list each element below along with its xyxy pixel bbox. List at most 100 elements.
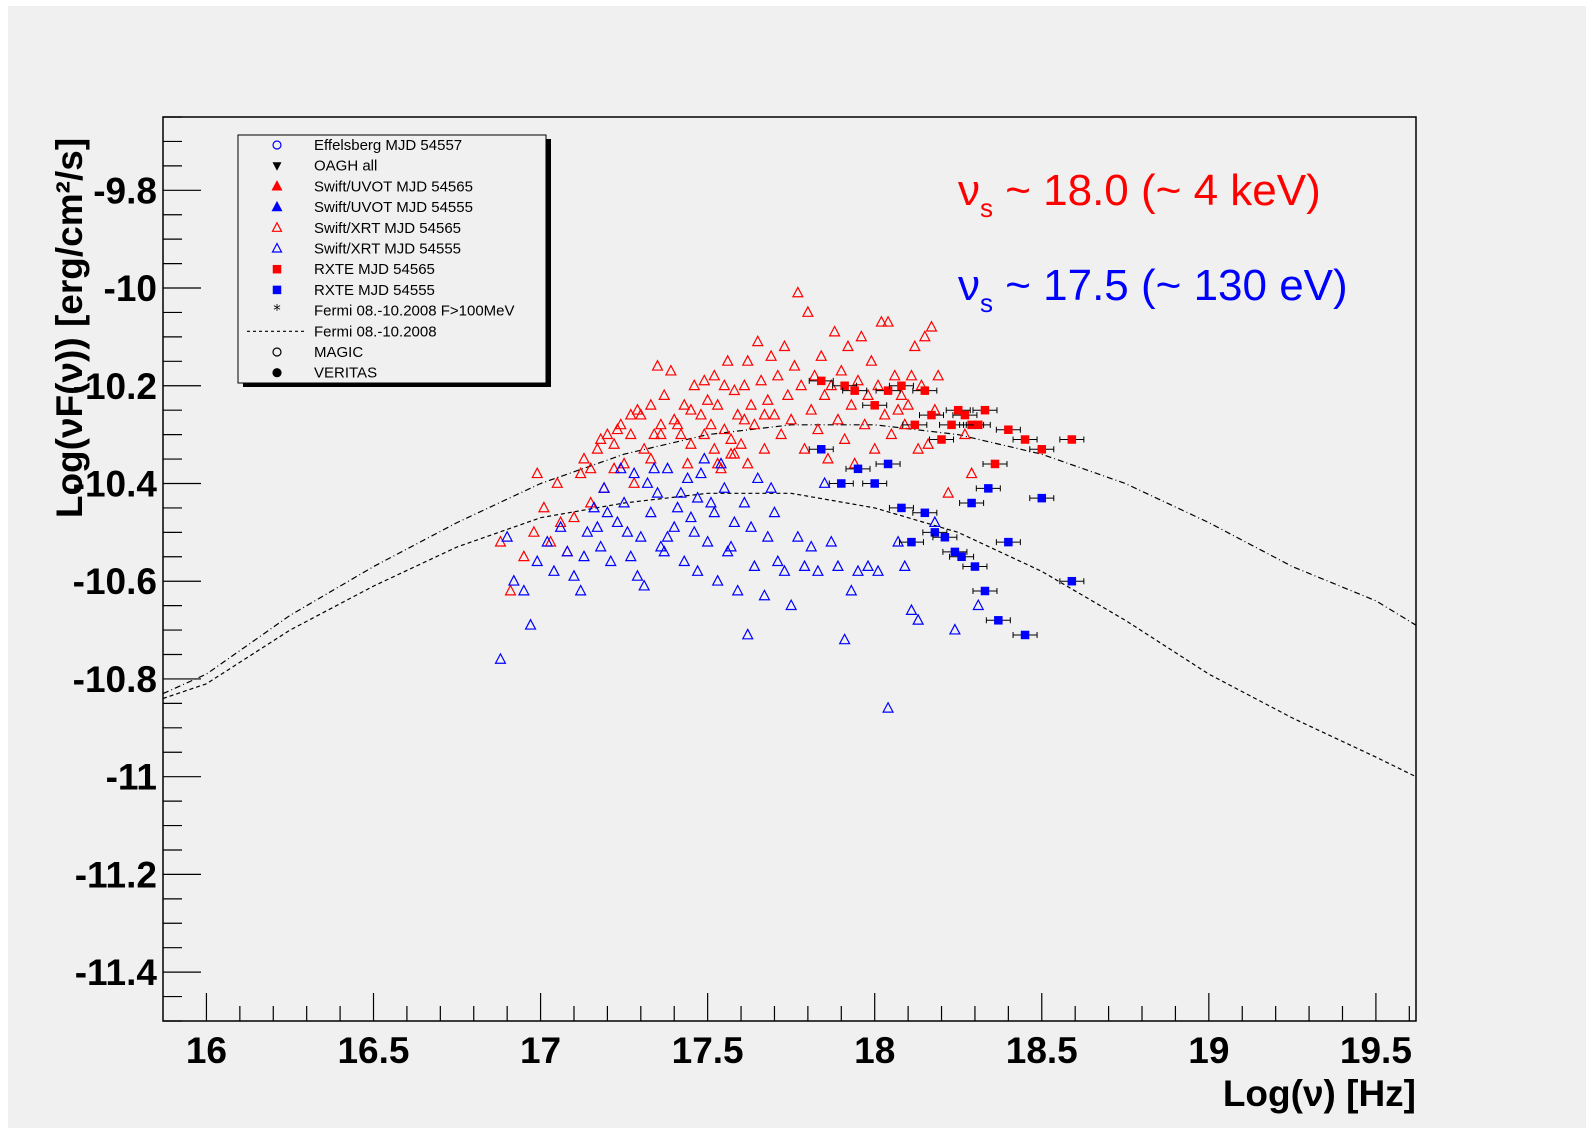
data-point-triangle bbox=[882, 315, 895, 327]
data-point-triangle bbox=[661, 462, 674, 474]
data-point-triangle bbox=[658, 388, 671, 400]
data-point-triangle bbox=[738, 413, 751, 425]
y-tick-label: -10.8 bbox=[73, 659, 157, 700]
y-tick-label: -9.8 bbox=[93, 170, 157, 211]
data-point-triangle bbox=[745, 520, 758, 532]
data-point-square bbox=[897, 381, 906, 391]
legend-marker bbox=[272, 368, 282, 378]
data-point-triangle bbox=[628, 476, 641, 488]
data-point-triangle bbox=[524, 618, 537, 630]
data-point-triangle bbox=[852, 374, 864, 386]
data-point-triangle bbox=[875, 315, 888, 327]
data-point-triangle bbox=[568, 569, 580, 581]
data-point-triangle bbox=[855, 330, 868, 342]
data-point-square bbox=[1067, 576, 1077, 586]
legend-marker bbox=[271, 242, 283, 253]
data-point-triangle bbox=[701, 535, 714, 547]
data-point-triangle bbox=[584, 496, 597, 508]
data-point-triangle bbox=[888, 369, 901, 381]
data-point-triangle bbox=[898, 418, 911, 430]
data-point-triangle bbox=[838, 432, 851, 444]
data-point-triangle bbox=[932, 369, 945, 381]
data-point-triangle bbox=[618, 457, 631, 469]
data-point-triangle bbox=[494, 652, 507, 664]
data-point-triangle bbox=[651, 486, 664, 498]
data-point-triangle bbox=[695, 408, 707, 420]
data-point-triangle bbox=[728, 383, 741, 396]
y-tick-label: -10.4 bbox=[73, 463, 158, 504]
y-axis: -9.8 -10 -10.2 -10.4 -10.6 -10.8 -11 -11.2 -11.4 bbox=[73, 116, 201, 1022]
data-point-triangle bbox=[608, 437, 621, 449]
data-point-triangle bbox=[771, 369, 784, 381]
data-point-triangle bbox=[758, 589, 771, 601]
data-point-triangle bbox=[858, 418, 871, 430]
data-point-triangle bbox=[715, 457, 727, 469]
data-point-square bbox=[930, 528, 940, 537]
model-curves bbox=[162, 424, 1417, 778]
legend-marker bbox=[271, 221, 283, 232]
model-curve bbox=[162, 492, 1417, 778]
data-point-triangle bbox=[832, 413, 844, 425]
data-point-triangle bbox=[638, 442, 651, 454]
legend-entry-label: Fermi 08.-10.2008 bbox=[314, 323, 437, 340]
data-point-triangle bbox=[761, 393, 774, 405]
data-point-triangle bbox=[705, 496, 717, 508]
legend-marker bbox=[272, 285, 282, 295]
legend-entry-label: Swift/XRT MJD 54565 bbox=[314, 220, 461, 237]
legend-marker bbox=[271, 200, 283, 212]
data-point-triangle bbox=[942, 486, 955, 498]
data-point-triangle bbox=[668, 520, 681, 532]
legend-entry-label: Swift/XRT MJD 54555 bbox=[314, 241, 461, 258]
data-point-triangle bbox=[948, 623, 961, 635]
data-point-triangle bbox=[852, 564, 864, 576]
data-point-triangle bbox=[614, 418, 627, 430]
data-point-triangle bbox=[651, 359, 664, 371]
data-point-triangle bbox=[788, 359, 801, 371]
data-point-triangle bbox=[568, 510, 580, 523]
data-point-triangle bbox=[711, 574, 724, 586]
data-point-triangle bbox=[735, 437, 747, 449]
data-point-triangle bbox=[922, 437, 935, 449]
data-point-triangle bbox=[765, 481, 778, 493]
data-point-square bbox=[853, 464, 863, 474]
data-point-triangle bbox=[691, 491, 704, 503]
legend-marker: * bbox=[273, 301, 281, 319]
data-point-triangle bbox=[591, 520, 604, 532]
data-point-triangle bbox=[638, 579, 651, 591]
legend-entry-label: Fermi 08.-10.2008 F>100MeV bbox=[314, 303, 515, 320]
data-point-triangle bbox=[808, 369, 821, 381]
data-point-triangle bbox=[554, 520, 567, 532]
data-point-triangle bbox=[751, 334, 764, 347]
data-point-triangle bbox=[741, 354, 754, 366]
data-point-triangle bbox=[728, 447, 741, 459]
data-point-triangle bbox=[845, 398, 858, 410]
data-point-triangle bbox=[825, 535, 838, 547]
data-point-triangle bbox=[507, 574, 520, 586]
data-point-triangle bbox=[725, 540, 737, 552]
data-point-triangle bbox=[681, 471, 694, 484]
data-point-triangle bbox=[671, 418, 684, 430]
data-point-triangle bbox=[688, 525, 701, 537]
data-point-triangle bbox=[654, 418, 667, 430]
data-point-triangle bbox=[718, 481, 731, 493]
legend-entry-label: VERITAS bbox=[314, 365, 377, 382]
data-point-triangle bbox=[504, 584, 517, 596]
data-point-triangle bbox=[738, 378, 751, 391]
data-point-triangle bbox=[691, 564, 704, 576]
legend: Effelsberg MJD 54557 OAGH all Swift/UVOT M… bbox=[237, 134, 551, 387]
data-point-triangle bbox=[671, 501, 684, 513]
data-point-triangle bbox=[631, 569, 644, 581]
data-point-triangle bbox=[791, 286, 804, 298]
data-point-square bbox=[840, 381, 849, 391]
data-point-triangle bbox=[674, 486, 687, 498]
data-point-triangle bbox=[695, 466, 707, 479]
data-point-square bbox=[1004, 425, 1013, 434]
data-point-triangle bbox=[828, 325, 841, 337]
data-point-triangle bbox=[801, 305, 814, 317]
data-point-triangle bbox=[811, 564, 824, 576]
data-point-square bbox=[960, 410, 970, 420]
x-tick-label: 17.5 bbox=[672, 1030, 744, 1071]
x-axis: 16 16.5 17 17.5 18 18.5 19 19.5 bbox=[186, 993, 1412, 1071]
data-point-triangle bbox=[604, 554, 617, 567]
data-point-triangle bbox=[578, 452, 590, 464]
